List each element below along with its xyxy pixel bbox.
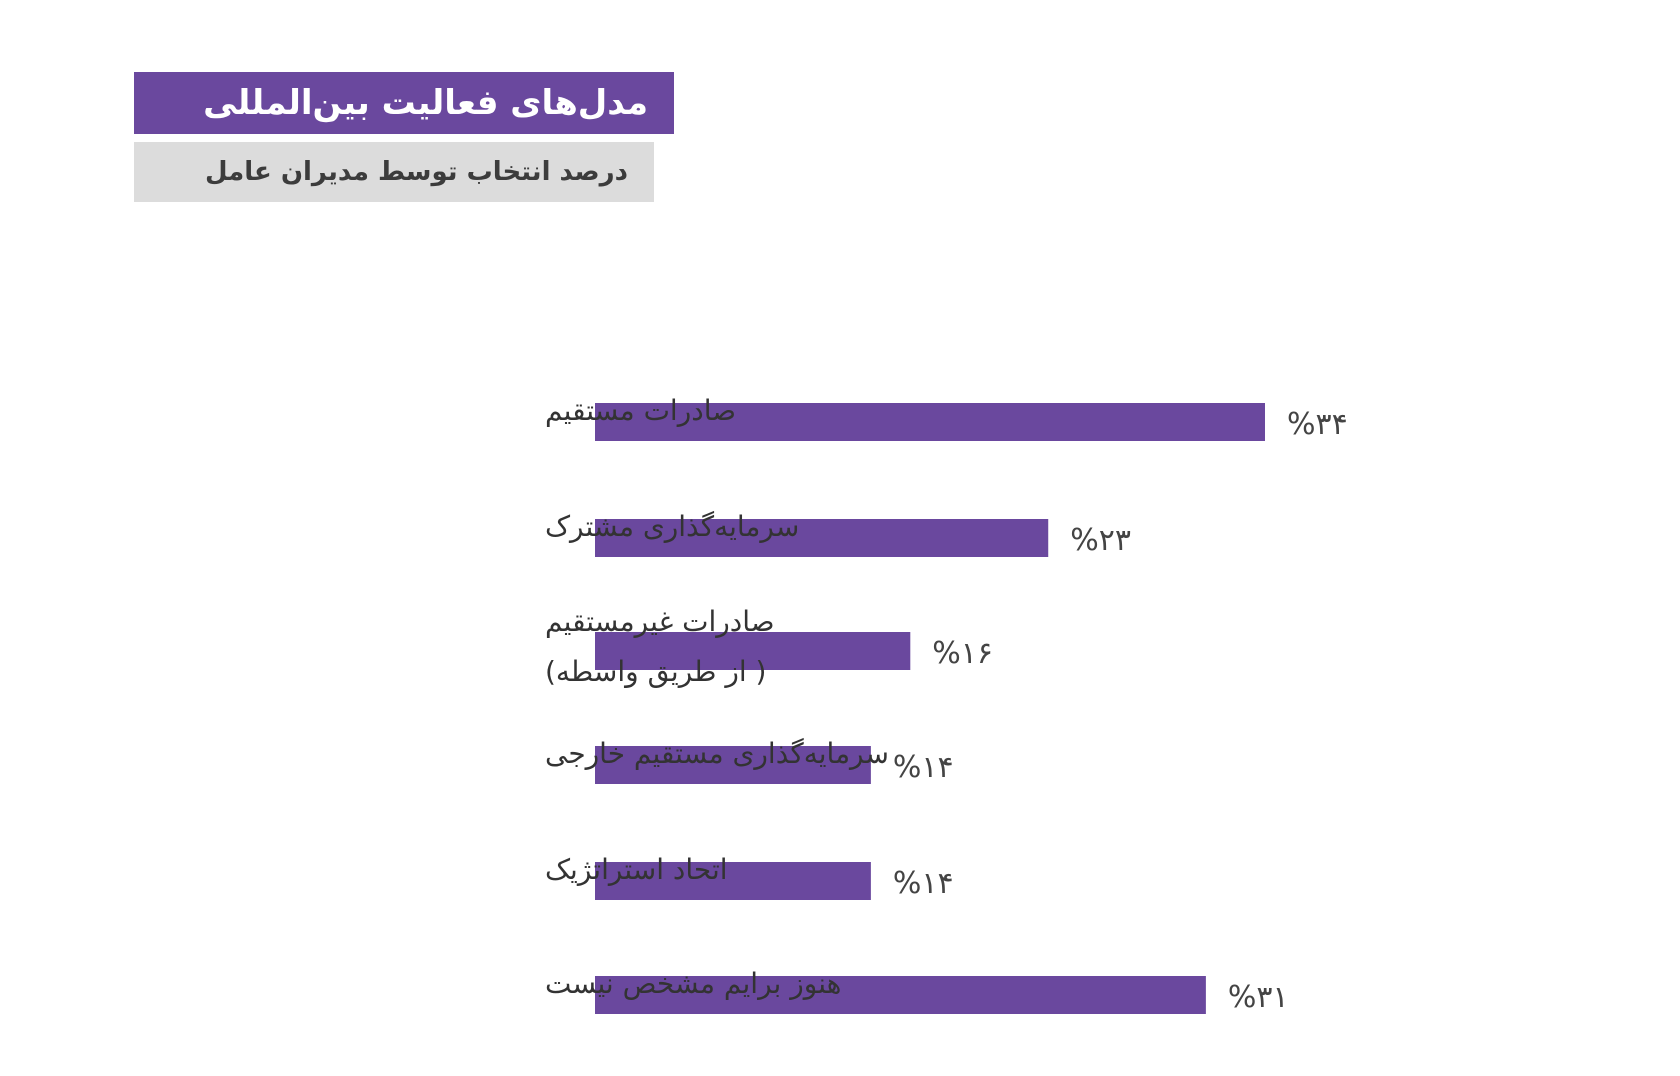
value-label-5: %۱۴ (893, 866, 954, 901)
category-label-1: صادرات مستقیم (545, 394, 736, 427)
value-label-1: %۳۴ (1287, 407, 1348, 442)
value-label-4: %۱۴ (893, 750, 954, 785)
category-label-2: سرمایه‌گذاری مشترک (545, 510, 799, 543)
chart-subtitle: درصد انتخاب توسط مدیران عامل (134, 142, 654, 202)
chart-title: مدل‌های فعالیت بین‌المللی (134, 72, 674, 134)
category-label-5: اتحاد استراتژیک (545, 853, 728, 886)
bar-3 (595, 632, 911, 670)
bar-6 (595, 976, 1206, 1014)
bar-2 (595, 519, 1049, 557)
bar-1 (595, 403, 1265, 441)
bar-4 (595, 746, 871, 784)
category-label-3-line-2: ( از طریق واسطه) (545, 655, 766, 688)
category-label-6: هنوز برایم مشخص نیست (545, 967, 841, 1000)
bar-5 (595, 862, 871, 900)
value-label-3: %۱۶ (932, 636, 993, 671)
category-label-3-line-1: صادرات غیرمستقیم (545, 605, 775, 638)
value-label-6: %۳۱ (1228, 980, 1289, 1015)
value-label-2: %۲۳ (1070, 523, 1131, 558)
category-label-4: سرمایه‌گذاری مستقیم خارجی (545, 737, 889, 770)
